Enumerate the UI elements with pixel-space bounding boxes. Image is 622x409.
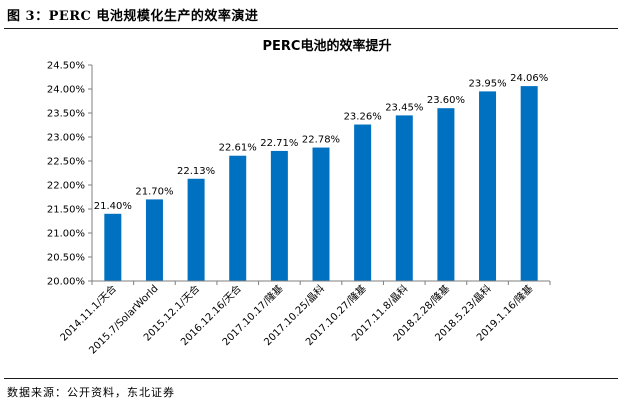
- data-label: 23.95%: [468, 78, 506, 89]
- top-rule: [4, 28, 618, 29]
- bar: [354, 124, 372, 282]
- bar: [479, 91, 497, 282]
- bar: [104, 213, 122, 281]
- bar: [229, 155, 247, 281]
- category-label: 2015.7/SolarWorld: [87, 283, 160, 356]
- y-tick-label: 23.00%: [47, 133, 85, 144]
- y-tick-label: 20.50%: [47, 253, 85, 264]
- data-label: 23.60%: [427, 95, 465, 106]
- x-axis: 2014.11.1/天合2015.7/SolarWorld2015.12.1/天…: [57, 280, 551, 357]
- y-tick-label: 22.00%: [47, 181, 85, 192]
- y-tick-label: 22.50%: [47, 157, 85, 168]
- data-label: 21.70%: [135, 186, 173, 197]
- data-label: 22.61%: [219, 143, 257, 154]
- bar: [270, 150, 288, 281]
- data-label: 23.45%: [385, 102, 423, 113]
- y-axis: 20.00% 20.50% 21.00% 21.50% 22.00% 22.50% 23.0…: [47, 61, 93, 288]
- bar: [145, 199, 163, 281]
- data-label: 22.78%: [302, 135, 340, 146]
- data-label: 24.06%: [510, 73, 548, 84]
- bars: 21.40%21.70% 22.13% 22.61% 22.71% 22.78% 23.2…: [94, 73, 548, 282]
- bar: [312, 147, 330, 281]
- data-label: 21.40%: [94, 201, 132, 212]
- y-tick-label: 21.00%: [47, 229, 85, 240]
- y-tick-label: 24.50%: [47, 61, 85, 72]
- bottom-rule: [4, 378, 618, 379]
- y-tick-label: 24.00%: [47, 85, 85, 96]
- bar: [437, 108, 455, 281]
- data-label: 23.26%: [344, 112, 382, 123]
- figure-title: 图 3：PERC 电池规模化生产的效率演进: [7, 9, 259, 24]
- bar-chart: PERC电池的效率提升 20.00% 20.50% 21.00% 21.50% 22.0…: [47, 38, 551, 357]
- y-tick-label: 23.50%: [47, 109, 85, 120]
- y-tick-label: 20.00%: [47, 277, 85, 288]
- bar: [187, 178, 205, 281]
- chart-title: PERC电池的效率提升: [263, 38, 392, 54]
- data-label: 22.13%: [177, 166, 215, 177]
- bar: [395, 115, 413, 282]
- y-tick-label: 21.50%: [47, 205, 85, 216]
- data-source: 数据来源：公开资料，东北证券: [7, 386, 175, 399]
- bar: [520, 86, 538, 282]
- data-label: 22.71%: [260, 138, 298, 149]
